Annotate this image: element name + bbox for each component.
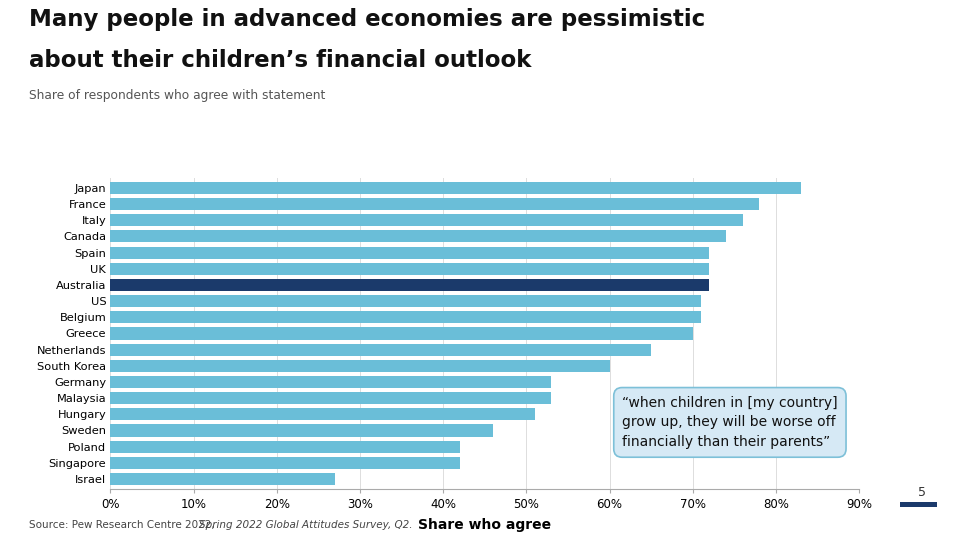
Text: Source: Pew Research Centre 2022,: Source: Pew Research Centre 2022, [29, 520, 218, 530]
Bar [110, 441, 460, 453]
Bar [110, 279, 709, 291]
Bar [110, 231, 726, 242]
Bar [110, 473, 335, 485]
Text: 5: 5 [919, 487, 926, 500]
Bar [110, 295, 701, 307]
Bar [110, 457, 460, 469]
Bar [110, 408, 535, 420]
Bar [110, 392, 551, 404]
Bar [110, 311, 701, 323]
Text: Share of respondents who agree with statement: Share of respondents who agree with stat… [29, 89, 325, 102]
Text: Many people in advanced economies are pessimistic: Many people in advanced economies are pe… [29, 8, 705, 31]
Bar [110, 214, 743, 226]
Bar [110, 360, 610, 372]
Text: about their children’s financial outlook: about their children’s financial outlook [29, 49, 531, 72]
Bar [110, 247, 709, 259]
Bar [110, 327, 693, 340]
Bar [110, 376, 551, 388]
X-axis label: Share who agree: Share who agree [419, 518, 551, 532]
Bar [110, 198, 759, 210]
Text: Spring 2022 Global Attitudes Survey, Q2.: Spring 2022 Global Attitudes Survey, Q2. [199, 520, 412, 530]
Bar [110, 424, 493, 436]
Bar [110, 182, 801, 194]
Bar [110, 262, 709, 275]
Text: “when children in [my country]
grow up, they will be worse off
financially than : “when children in [my country] grow up, … [622, 396, 838, 449]
Bar [110, 343, 651, 356]
